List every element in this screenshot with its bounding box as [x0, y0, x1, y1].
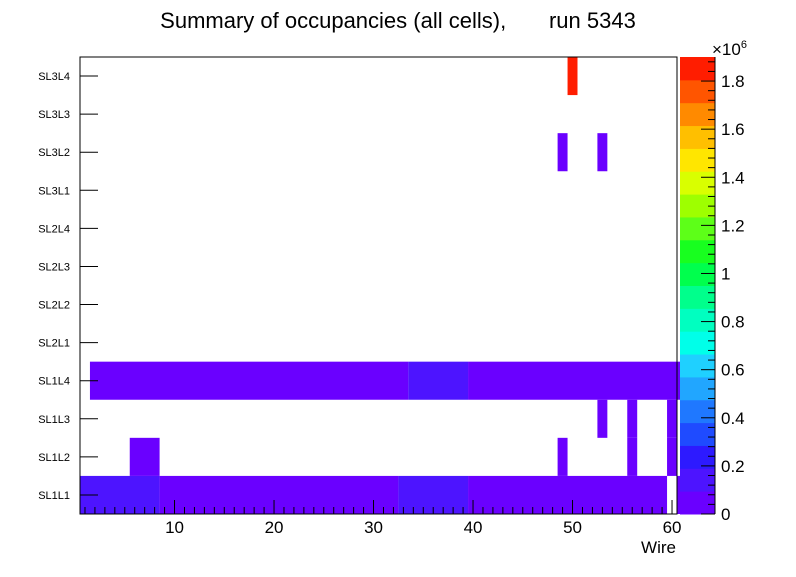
- cell-SL1L4: [89, 361, 409, 400]
- x-tick-label: 40: [464, 518, 483, 537]
- z-tick-label: 0.8: [721, 313, 745, 332]
- cell-SL1L4: [408, 361, 469, 400]
- z-tick-label: 0.6: [721, 361, 745, 380]
- palette-swatch: [680, 491, 715, 515]
- y-tick-label-SL3L4: SL3L4: [38, 71, 70, 83]
- z-scale-exponent: 6: [741, 39, 747, 51]
- y-tick-label-SL2L4: SL2L4: [38, 223, 70, 235]
- palette-swatch: [680, 216, 715, 241]
- y-tick-label-SL3L1: SL3L1: [38, 185, 70, 197]
- z-scale-base: ×10: [712, 40, 741, 59]
- cell-SL1L2: [129, 437, 160, 476]
- y-tick-label-SL1L3: SL1L3: [38, 414, 70, 426]
- cell-SL1L4: [468, 361, 681, 400]
- cells-layer: [80, 57, 681, 514]
- z-scale-multiplier: ×106: [712, 39, 747, 59]
- cell-SL1L1: [159, 475, 399, 514]
- palette-swatch: [680, 125, 715, 149]
- chart-title: Summary of occupancies (all cells), run …: [160, 8, 636, 33]
- palette-swatch: [680, 239, 715, 264]
- y-tick-label-SL1L4: SL1L4: [38, 376, 70, 388]
- palette-swatch: [680, 102, 715, 127]
- z-tick-label: 1: [721, 264, 730, 283]
- palette-swatch: [680, 354, 715, 378]
- y-tick-label-SL2L1: SL2L1: [38, 338, 70, 350]
- z-tick-label: 0: [721, 505, 730, 524]
- x-tick-label: 50: [563, 518, 582, 537]
- cell-SL3L2: [557, 133, 568, 172]
- z-tick-label: 1.6: [721, 120, 745, 139]
- palette-swatch: [680, 57, 715, 81]
- palette-swatch: [680, 262, 715, 286]
- cell-SL1L3: [667, 399, 677, 438]
- z-tick-label: 0.2: [721, 457, 745, 476]
- cell-SL3L4: [567, 57, 578, 96]
- x-tick-label: 20: [265, 518, 284, 537]
- cell-SL1L3: [627, 399, 638, 438]
- x-tick-label: 30: [364, 518, 383, 537]
- palette-layer: 0 0.2 0.4 0.6 0.8 1 1.2 1.4 1.6 1.8: [680, 57, 745, 524]
- z-tick-label: 1.4: [721, 168, 745, 187]
- axes-layer: SL1L1 SL1L2 SL1L3 SL1L4 SL2L1 SL2L2 SL2L3 SL2L4…: [38, 71, 681, 537]
- z-tick-label: 0.4: [721, 409, 745, 428]
- palette-swatch: [680, 308, 715, 332]
- z-tick-label: 1.2: [721, 216, 745, 235]
- cell-SL1L1: [677, 475, 681, 514]
- y-tick-label-SL2L2: SL2L2: [38, 300, 70, 312]
- x-axis-label: Wire: [641, 538, 676, 557]
- y-tick-label-SL3L3: SL3L3: [38, 109, 70, 121]
- palette-swatch: [680, 148, 715, 172]
- palette-swatch: [680, 194, 715, 218]
- palette-swatch: [680, 171, 715, 195]
- cell-SL1L2: [667, 437, 677, 476]
- cell-SL1L2: [627, 437, 638, 476]
- x-tick-label: 60: [663, 518, 682, 537]
- palette-swatch: [680, 468, 715, 492]
- y-tick-label-SL1L2: SL1L2: [38, 452, 70, 464]
- y-tick-label-SL1L1: SL1L1: [38, 490, 70, 502]
- x-tick-label: 10: [165, 518, 184, 537]
- palette-swatch: [680, 399, 715, 424]
- palette-swatch: [680, 79, 715, 104]
- y-tick-label-SL3L2: SL3L2: [38, 147, 70, 159]
- palette-swatch: [680, 445, 715, 469]
- cell-SL1L2: [557, 437, 568, 476]
- cell-SL1L3: [597, 399, 608, 438]
- plot-frame: [79, 56, 678, 515]
- cell-SL3L2: [597, 133, 608, 172]
- palette-swatch: [680, 376, 715, 401]
- palette-swatch: [680, 422, 715, 446]
- palette-swatch: [680, 285, 715, 309]
- cell-SL1L1: [468, 475, 668, 514]
- z-tick-label: 1.8: [721, 72, 745, 91]
- y-tick-label-SL2L3: SL2L3: [38, 261, 70, 273]
- palette-swatch: [680, 331, 715, 355]
